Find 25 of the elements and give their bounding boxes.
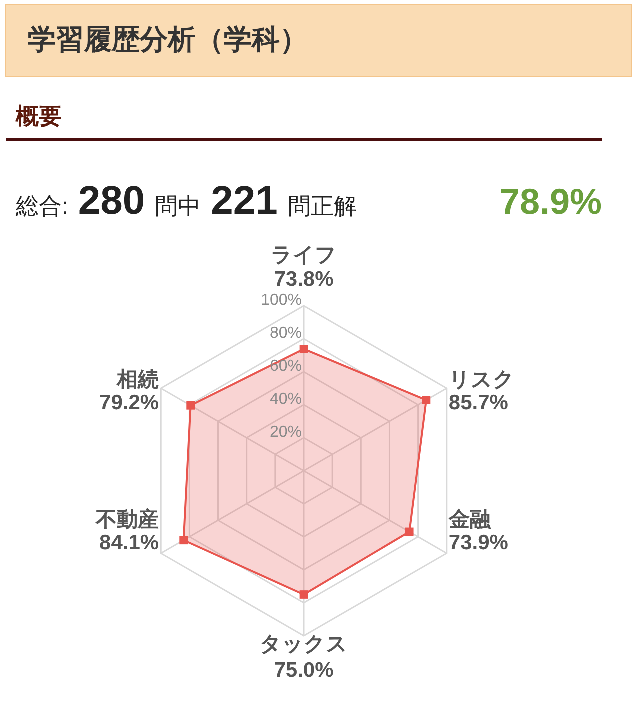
text: 78.9% <box>500 181 602 222</box>
text: 221 <box>211 179 278 223</box>
spoke-label: 不動産 <box>95 508 160 532</box>
y-tick-label: 100% <box>261 292 302 309</box>
data-label: 73.9% <box>448 532 509 554</box>
y-tick-label: 40% <box>270 391 302 408</box>
spoke-label: リスク <box>448 368 515 392</box>
spoke-label: 金融 <box>448 508 492 532</box>
y-tick-label: 60% <box>270 358 302 375</box>
y-tick-label: 20% <box>270 424 302 441</box>
chart-title: 学習履歴分析（学科） <box>28 24 308 55</box>
text: 総合: <box>15 193 68 219</box>
y-tick-label: 80% <box>270 325 302 342</box>
data-label: 84.1% <box>100 532 160 554</box>
data-label: 73.8% <box>274 268 334 291</box>
data-label: 85.7% <box>448 392 509 414</box>
spoke-label: タックス <box>260 633 348 656</box>
spoke-label: 相続 <box>116 368 160 392</box>
data-label: 75.0% <box>274 659 334 682</box>
text: 問中 <box>155 193 202 219</box>
spoke-label: ライフ <box>271 244 337 267</box>
data-label: 79.2% <box>100 392 160 414</box>
text: 問正解 <box>288 193 357 219</box>
text: 280 <box>78 179 146 223</box>
chart-subtitle: 概要 <box>15 103 62 129</box>
